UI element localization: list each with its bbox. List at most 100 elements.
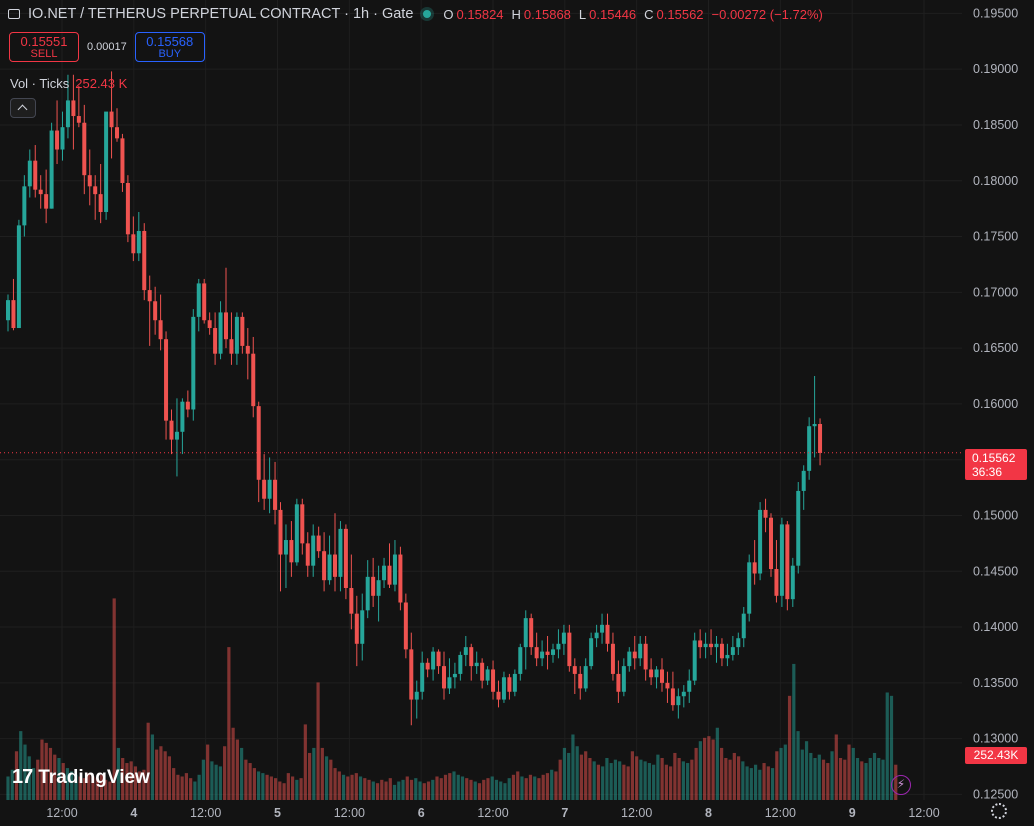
volume-bar [686, 763, 690, 800]
volume-bar [707, 736, 711, 800]
candle-body [491, 669, 496, 692]
volume-bar [358, 776, 363, 800]
candle-body [256, 406, 261, 480]
candle-body [578, 673, 583, 689]
price-axis[interactable]: 0.19500 0.19000 0.18500 0.18000 0.17500 0.170… [973, 6, 1018, 801]
candle-body [485, 669, 490, 681]
candle-body [371, 576, 376, 596]
candle-body [147, 290, 152, 302]
volume-bar [14, 751, 19, 800]
volume-bar [414, 778, 418, 800]
volume-bar [477, 783, 482, 800]
candle-body [774, 569, 779, 596]
volume-bar [197, 774, 201, 800]
trade-buttons: 0.15551 SELL 0.00017 0.15568 BUY [9, 32, 205, 62]
candle-body [65, 100, 70, 128]
candle-body [818, 423, 823, 453]
volume-bar [804, 741, 809, 800]
volume-bar [201, 759, 205, 800]
candle-body [687, 680, 692, 692]
volume-bar [346, 776, 350, 800]
volume-bar [333, 768, 337, 800]
candle-body [763, 509, 768, 518]
volume-bar [826, 763, 830, 800]
time-tick-label: 8 [705, 806, 712, 820]
time-axis[interactable]: 12:00 4 12:00 5 12:00 6 12:00 7 12:00 8 12:00 9 12:0… [46, 806, 939, 820]
volume-bar [715, 727, 719, 800]
volume-bar [133, 766, 138, 800]
volume-bar [125, 763, 129, 800]
volume-bar [762, 763, 766, 800]
candle-body [191, 316, 196, 410]
candle-body [360, 610, 365, 644]
volume-bar [397, 781, 401, 800]
volume-bar [647, 763, 651, 800]
candle-body [387, 565, 392, 585]
ohlc-key: L [578, 6, 587, 22]
volume-bar [363, 778, 367, 800]
volume-bar [787, 695, 792, 800]
candle-body [752, 562, 757, 574]
volume-bar [320, 747, 324, 800]
sell-button[interactable]: 0.15551 SELL [9, 32, 79, 62]
volume-bar [456, 774, 460, 800]
tradingview-logo[interactable]: 17 TradingView [12, 766, 150, 789]
volume-bar [588, 758, 592, 800]
volume-bar [324, 756, 329, 800]
candle-body [447, 677, 452, 689]
volume-bar [669, 766, 673, 800]
price-tick-label: 0.19000 [973, 62, 1018, 76]
volume-bar [503, 783, 507, 800]
symbol-icon[interactable] [8, 9, 20, 19]
volume-bar [392, 784, 397, 800]
price-tick-label: 0.19500 [973, 6, 1018, 20]
volume-bar [380, 779, 384, 800]
candle-body [33, 160, 38, 190]
volume-bar [452, 771, 456, 800]
volume-bar [189, 778, 193, 800]
candle-body [414, 691, 419, 700]
volume-bar [155, 749, 159, 800]
candle-body [316, 535, 321, 552]
symbol-title[interactable]: IO.NET / TETHERUS PERPETUAL CONTRACT · 1… [28, 6, 414, 22]
candle-body [681, 691, 686, 697]
candle-body [703, 643, 708, 648]
volume-bar [61, 763, 65, 800]
candle-body [234, 316, 239, 354]
candle-body [567, 632, 572, 667]
candle-body [289, 540, 294, 563]
volume-bar [732, 752, 736, 800]
candle-body [169, 420, 174, 440]
price-tick-label: 0.16500 [973, 341, 1018, 355]
time-tick-label: 12:00 [908, 806, 939, 820]
volume-bar [796, 731, 800, 800]
candle-body [349, 588, 354, 614]
volume-bar [639, 759, 643, 800]
ohlc-values: O 0.15824 H 0.15868 L 0.15446 C 0.15562 −0.00272… [443, 7, 827, 22]
volume-bar [36, 759, 40, 800]
volume-bar [193, 781, 197, 800]
candle-body [523, 618, 528, 648]
volume-bar [341, 774, 346, 800]
volume-bar [698, 741, 702, 800]
volume-bar [401, 779, 405, 800]
candle-body [6, 300, 10, 321]
collapse-legend-button[interactable] [10, 98, 36, 118]
volume-bar [490, 776, 494, 800]
buy-button[interactable]: 0.15568 BUY [134, 32, 205, 62]
spread-value: 0.00017 [87, 41, 127, 53]
volume-bar [6, 776, 10, 800]
volume-bar [652, 764, 656, 800]
volume-bar [409, 779, 414, 800]
lightning-icon[interactable]: ⚡ [891, 775, 911, 795]
volume-bar [388, 778, 392, 800]
volume-bar [290, 776, 295, 800]
candle-body [202, 283, 207, 321]
candle-body [273, 479, 278, 510]
volume-bar [108, 781, 112, 800]
gear-icon[interactable] [991, 803, 1007, 819]
candle-body [632, 651, 637, 659]
volume-bar [656, 754, 660, 800]
candle-body [730, 647, 735, 655]
